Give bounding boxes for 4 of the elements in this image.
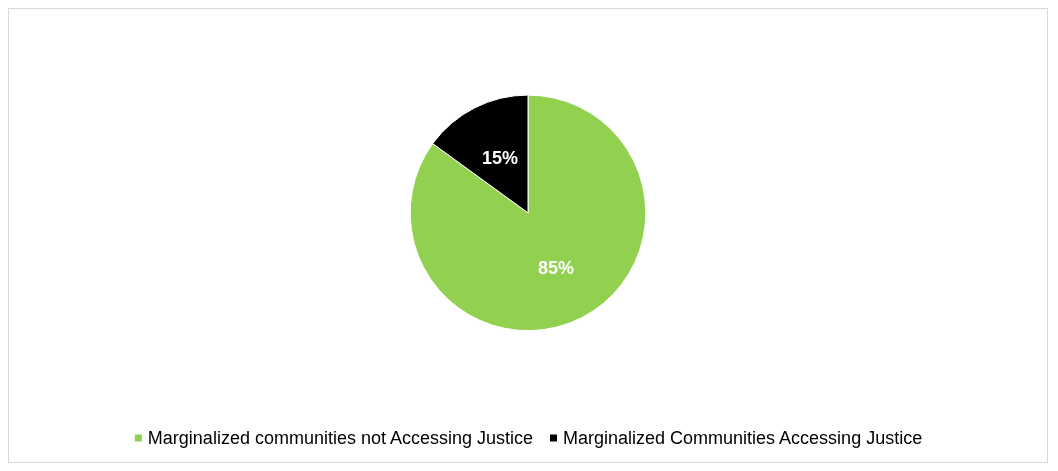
legend-label: Marginalized communities not Accessing Justice — [147, 428, 534, 448]
data-label: 85% — [538, 257, 575, 278]
legend-label: Marginalized Communities Accessing Justice — [563, 428, 923, 448]
data-label: 15% — [481, 147, 518, 168]
